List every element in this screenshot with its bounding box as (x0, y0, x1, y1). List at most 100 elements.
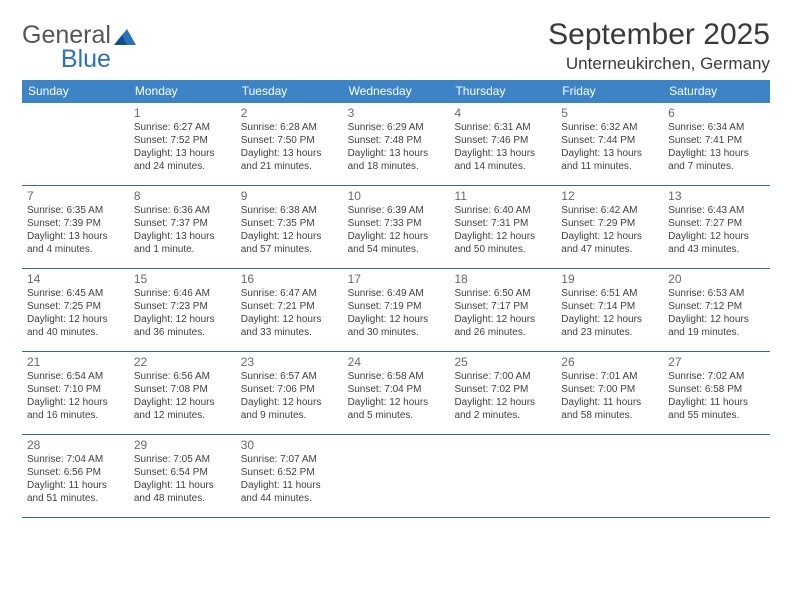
day-cell: 25Sunrise: 7:00 AMSunset: 7:02 PMDayligh… (449, 352, 556, 434)
day-number: 18 (454, 272, 551, 287)
sunset-line: Sunset: 7:50 PM (241, 135, 338, 148)
sunrise-line: Sunrise: 6:54 AM (27, 371, 124, 384)
sunrise-line: Sunrise: 6:45 AM (27, 288, 124, 301)
day-cell: 27Sunrise: 7:02 AMSunset: 6:58 PMDayligh… (663, 352, 770, 434)
daylight-line: Daylight: 12 hours and 40 minutes. (27, 314, 124, 340)
sunrise-line: Sunrise: 7:02 AM (668, 371, 765, 384)
daylight-line: Daylight: 13 hours and 21 minutes. (241, 148, 338, 174)
sunrise-line: Sunrise: 6:32 AM (561, 122, 658, 135)
calendar: SundayMondayTuesdayWednesdayThursdayFrid… (22, 80, 770, 518)
sunrise-line: Sunrise: 7:04 AM (27, 454, 124, 467)
day-cell: 13Sunrise: 6:43 AMSunset: 7:27 PMDayligh… (663, 186, 770, 268)
sunrise-line: Sunrise: 6:34 AM (668, 122, 765, 135)
daylight-line: Daylight: 12 hours and 26 minutes. (454, 314, 551, 340)
sunrise-line: Sunrise: 6:47 AM (241, 288, 338, 301)
day-cell: 8Sunrise: 6:36 AMSunset: 7:37 PMDaylight… (129, 186, 236, 268)
sunrise-line: Sunrise: 7:00 AM (454, 371, 551, 384)
daylight-line: Daylight: 12 hours and 57 minutes. (241, 231, 338, 257)
sunset-line: Sunset: 7:41 PM (668, 135, 765, 148)
sunrise-line: Sunrise: 6:57 AM (241, 371, 338, 384)
day-number: 14 (27, 272, 124, 287)
logo-word2: Blue (22, 48, 111, 72)
sunset-line: Sunset: 7:00 PM (561, 384, 658, 397)
blank-cell (343, 435, 450, 517)
daylight-line: Daylight: 13 hours and 24 minutes. (134, 148, 231, 174)
page: General Blue September 2025 Unterneukirc… (0, 0, 792, 518)
daylight-line: Daylight: 11 hours and 51 minutes. (27, 480, 124, 506)
dow-wednesday: Wednesday (343, 80, 450, 103)
sunrise-line: Sunrise: 6:31 AM (454, 122, 551, 135)
day-cell: 9Sunrise: 6:38 AMSunset: 7:35 PMDaylight… (236, 186, 343, 268)
logo-text-block: General Blue (22, 24, 111, 72)
day-cell: 5Sunrise: 6:32 AMSunset: 7:44 PMDaylight… (556, 103, 663, 185)
daylight-line: Daylight: 12 hours and 16 minutes. (27, 397, 124, 423)
sunset-line: Sunset: 7:46 PM (454, 135, 551, 148)
logo: General Blue (22, 18, 136, 72)
sunset-line: Sunset: 7:08 PM (134, 384, 231, 397)
sunset-line: Sunset: 7:02 PM (454, 384, 551, 397)
daylight-line: Daylight: 12 hours and 2 minutes. (454, 397, 551, 423)
dow-tuesday: Tuesday (236, 80, 343, 103)
day-cell: 2Sunrise: 6:28 AMSunset: 7:50 PMDaylight… (236, 103, 343, 185)
sunset-line: Sunset: 7:19 PM (348, 301, 445, 314)
daylight-line: Daylight: 12 hours and 19 minutes. (668, 314, 765, 340)
daylight-line: Daylight: 12 hours and 47 minutes. (561, 231, 658, 257)
day-cell: 7Sunrise: 6:35 AMSunset: 7:39 PMDaylight… (22, 186, 129, 268)
sunset-line: Sunset: 7:14 PM (561, 301, 658, 314)
day-number: 2 (241, 106, 338, 121)
daylight-line: Daylight: 13 hours and 18 minutes. (348, 148, 445, 174)
day-cell: 23Sunrise: 6:57 AMSunset: 7:06 PMDayligh… (236, 352, 343, 434)
daylight-line: Daylight: 12 hours and 50 minutes. (454, 231, 551, 257)
day-cell: 11Sunrise: 6:40 AMSunset: 7:31 PMDayligh… (449, 186, 556, 268)
day-cell: 20Sunrise: 6:53 AMSunset: 7:12 PMDayligh… (663, 269, 770, 351)
blank-cell (449, 435, 556, 517)
daylight-line: Daylight: 11 hours and 48 minutes. (134, 480, 231, 506)
dow-row: SundayMondayTuesdayWednesdayThursdayFrid… (22, 80, 770, 103)
daylight-line: Daylight: 11 hours and 55 minutes. (668, 397, 765, 423)
daylight-line: Daylight: 12 hours and 33 minutes. (241, 314, 338, 340)
daylight-line: Daylight: 12 hours and 9 minutes. (241, 397, 338, 423)
title-block: September 2025 Unterneukirchen, Germany (548, 18, 770, 74)
sunrise-line: Sunrise: 6:51 AM (561, 288, 658, 301)
day-number: 13 (668, 189, 765, 204)
sunrise-line: Sunrise: 6:58 AM (348, 371, 445, 384)
day-number: 21 (27, 355, 124, 370)
day-number: 4 (454, 106, 551, 121)
day-cell: 26Sunrise: 7:01 AMSunset: 7:00 PMDayligh… (556, 352, 663, 434)
sunrise-line: Sunrise: 7:05 AM (134, 454, 231, 467)
week-row: 21Sunrise: 6:54 AMSunset: 7:10 PMDayligh… (22, 352, 770, 435)
day-number: 15 (134, 272, 231, 287)
daylight-line: Daylight: 12 hours and 12 minutes. (134, 397, 231, 423)
daylight-line: Daylight: 12 hours and 54 minutes. (348, 231, 445, 257)
sunset-line: Sunset: 6:58 PM (668, 384, 765, 397)
daylight-line: Daylight: 13 hours and 14 minutes. (454, 148, 551, 174)
day-number: 29 (134, 438, 231, 453)
day-number: 17 (348, 272, 445, 287)
day-number: 8 (134, 189, 231, 204)
day-cell: 29Sunrise: 7:05 AMSunset: 6:54 PMDayligh… (129, 435, 236, 517)
sunset-line: Sunset: 7:48 PM (348, 135, 445, 148)
blank-cell (22, 103, 129, 185)
day-cell: 21Sunrise: 6:54 AMSunset: 7:10 PMDayligh… (22, 352, 129, 434)
day-number: 7 (27, 189, 124, 204)
day-cell: 22Sunrise: 6:56 AMSunset: 7:08 PMDayligh… (129, 352, 236, 434)
location: Unterneukirchen, Germany (548, 54, 770, 74)
day-cell: 14Sunrise: 6:45 AMSunset: 7:25 PMDayligh… (22, 269, 129, 351)
weeks-container: 1Sunrise: 6:27 AMSunset: 7:52 PMDaylight… (22, 103, 770, 518)
sunset-line: Sunset: 7:12 PM (668, 301, 765, 314)
day-number: 16 (241, 272, 338, 287)
daylight-line: Daylight: 12 hours and 36 minutes. (134, 314, 231, 340)
day-number: 27 (668, 355, 765, 370)
day-number: 5 (561, 106, 658, 121)
day-number: 22 (134, 355, 231, 370)
daylight-line: Daylight: 12 hours and 5 minutes. (348, 397, 445, 423)
sunset-line: Sunset: 7:35 PM (241, 218, 338, 231)
sunset-line: Sunset: 7:17 PM (454, 301, 551, 314)
daylight-line: Daylight: 12 hours and 30 minutes. (348, 314, 445, 340)
day-number: 10 (348, 189, 445, 204)
sunrise-line: Sunrise: 7:07 AM (241, 454, 338, 467)
sunset-line: Sunset: 7:23 PM (134, 301, 231, 314)
sunset-line: Sunset: 7:31 PM (454, 218, 551, 231)
blank-cell (663, 435, 770, 517)
dow-friday: Friday (556, 80, 663, 103)
